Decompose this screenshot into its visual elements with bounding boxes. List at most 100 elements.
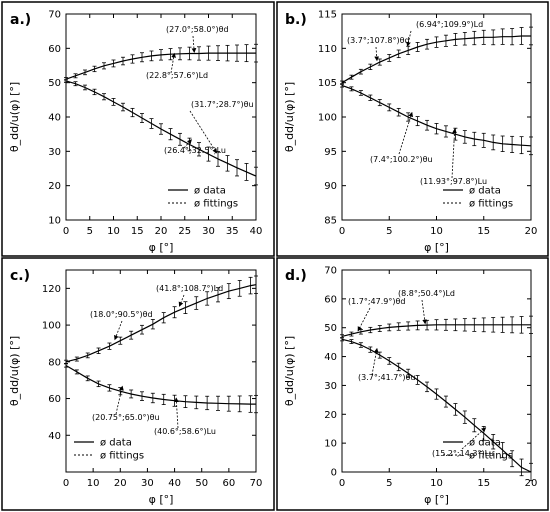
- annotation-arrow: [189, 110, 218, 154]
- y-tick-label: 60: [48, 394, 61, 405]
- annotation-arrow: [183, 139, 192, 149]
- annotation-label: (8.8°;50.4°)Ld: [398, 289, 455, 298]
- x-tick-label: 20: [525, 226, 538, 237]
- x-axis-title: φ [°]: [424, 493, 449, 506]
- annotation-label: (27.0°;58.0°)θd: [166, 25, 229, 34]
- y-tick-label: 50: [324, 323, 337, 334]
- x-axis-title: φ [°]: [424, 241, 449, 254]
- annotation-label: (3.7°;41.7°)θu: [358, 373, 415, 382]
- legend-label-data: ø data: [469, 438, 501, 449]
- legend-label-fit: ø fittings: [469, 451, 513, 462]
- annotation-label: (15.2°;14.3°)Lu: [432, 449, 494, 458]
- panel-label: c.): [10, 268, 30, 284]
- legend-label-data: ø data: [100, 438, 132, 449]
- annotation-arrow: [371, 347, 379, 376]
- y-tick-label: 100: [42, 321, 61, 332]
- x-tick-label: 20: [155, 226, 168, 237]
- x-tick-label: 30: [141, 478, 154, 489]
- annotation-label: (7.4°;100.2°)θu: [370, 155, 433, 164]
- annotation-arrow: [191, 35, 197, 53]
- y-tick-label: 50: [48, 78, 61, 89]
- x-tick-label: 20: [114, 478, 127, 489]
- y-tick-label: 80: [48, 357, 61, 368]
- legend-label-fit: ø fittings: [194, 199, 238, 210]
- y-tick-label: 10: [48, 216, 61, 227]
- y-tick-label: 90: [324, 181, 337, 192]
- panel-border: [1, 257, 275, 511]
- x-tick-label: 0: [63, 226, 69, 237]
- annotation-label: (31.7°;28.7°)θu: [191, 100, 254, 109]
- y-tick-label: 40: [48, 431, 61, 442]
- y-tick-label: 70: [324, 266, 337, 277]
- x-axis-title: φ [°]: [149, 241, 174, 254]
- legend-label-data: ø data: [194, 186, 226, 197]
- annotation-label: (18.0°;90.5°)θd: [90, 310, 153, 319]
- y-axis-title: θ_dd/u(φ) [°]: [8, 336, 21, 406]
- x-tick-label: 10: [87, 478, 100, 489]
- annotation-arrow: [461, 427, 487, 450]
- annotation-arrow: [115, 385, 124, 415]
- x-tick-label: 0: [63, 478, 69, 489]
- x-tick-label: 15: [477, 226, 490, 237]
- annotation-arrow: [421, 299, 428, 325]
- x-tick-label: 35: [226, 226, 239, 237]
- y-tick-label: 120: [42, 284, 61, 295]
- x-tick-label: 10: [430, 478, 443, 489]
- annotation-arrow: [398, 111, 414, 155]
- x-tick-label: 10: [430, 226, 443, 237]
- annotation-label: (6.94°;109.9°)Ld: [416, 20, 483, 29]
- y-axis-title: θ_dd/u(φ) [°]: [283, 336, 296, 406]
- x-tick-label: 40: [250, 226, 263, 237]
- panel-border: [276, 1, 549, 257]
- y-tick-label: 0: [331, 468, 337, 479]
- x-tick-label: 15: [477, 478, 490, 489]
- x-tick-label: 0: [339, 478, 345, 489]
- x-tick-label: 5: [386, 226, 392, 237]
- x-tick-label: 60: [222, 478, 235, 489]
- x-tick-label: 70: [250, 478, 263, 489]
- legend-label-data: ø data: [469, 186, 501, 197]
- annotation-arrow: [174, 397, 179, 429]
- x-tick-label: 40: [168, 478, 181, 489]
- annotation-arrow: [451, 128, 457, 179]
- panel-label: b.): [285, 12, 307, 28]
- annotation-label: (20.75°;65.0°)θu: [92, 413, 160, 422]
- panel-border: [276, 257, 549, 511]
- y-tick-label: 30: [48, 147, 61, 158]
- annotation-label: (22.8°;57.6°)Ld: [146, 71, 208, 80]
- y-tick-label: 105: [318, 78, 337, 89]
- annotation-arrow: [357, 307, 371, 332]
- y-tick-label: 70: [48, 10, 61, 21]
- annotation-label: (26.4°;32.5°)Lu: [164, 146, 226, 155]
- annotation-arrow: [406, 30, 412, 47]
- y-tick-label: 20: [324, 410, 337, 421]
- panel-label: d.): [285, 268, 307, 284]
- x-tick-label: 10: [107, 226, 120, 237]
- x-tick-label: 30: [202, 226, 215, 237]
- annotation-label: (11.93°;97.8°)Lu: [420, 177, 487, 186]
- x-tick-label: 0: [339, 226, 345, 237]
- y-tick-label: 85: [324, 216, 337, 227]
- panel-b: 0 5 10 15 20 85 90 95 100 105 110 115 φ [°] θ_dd/u(φ)…: [276, 1, 549, 257]
- x-tick-label: 5: [386, 478, 392, 489]
- x-tick-label: 20: [525, 478, 538, 489]
- y-axis-title: θ_dd/u(φ) [°]: [8, 82, 21, 152]
- x-tick-label: 5: [87, 226, 93, 237]
- annotation-label: (1.7°;47.9°)θd: [348, 297, 405, 306]
- x-tick-label: 50: [195, 478, 208, 489]
- panel-a: 0 5 10 15 20 25 30 35 40 10 20 30 40 50 60 70 φ [°] θ_dd/…: [1, 1, 275, 257]
- y-tick-label: 60: [48, 44, 61, 55]
- plot-frame: [65, 269, 257, 473]
- y-tick-label: 40: [48, 113, 61, 124]
- panel-d: 0 5 10 15 20 0 10 20 30 40 50 60 70 φ [°] θ_dd/u(φ) [°…: [276, 257, 549, 511]
- annotation-label: (3.7°;107.8°)θd: [347, 36, 410, 45]
- x-axis-title: φ [°]: [149, 493, 174, 506]
- annotation-arrow: [374, 46, 380, 62]
- panel-border: [1, 1, 275, 257]
- panel-c: 0 10 20 30 40 50 60 70 40 60 80 100 120 φ [°] θ_dd/u(φ…: [1, 257, 275, 511]
- y-tick-label: 30: [324, 381, 337, 392]
- panel-label: a.): [10, 12, 31, 28]
- y-tick-label: 40: [324, 352, 337, 363]
- y-tick-label: 60: [324, 294, 337, 305]
